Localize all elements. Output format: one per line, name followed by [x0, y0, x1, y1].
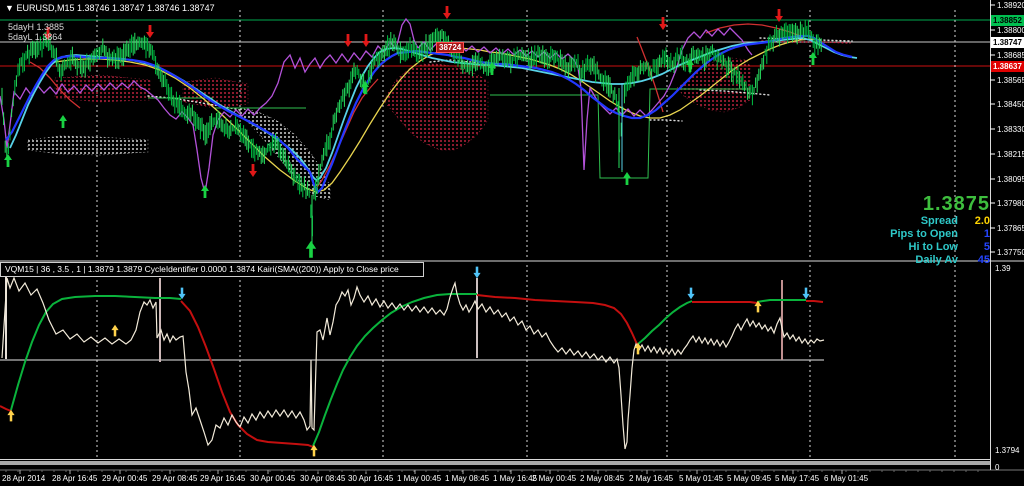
price-axis-label: 1.37750 — [997, 248, 1024, 257]
day-low-label: 5dayL 1.3864 — [8, 32, 63, 42]
time-axis-label: 1 May 08:45 — [445, 474, 490, 483]
chart-title-bar[interactable]: ▼ EURUSD,M15 1.38746 1.38747 1.38746 1.3… — [5, 3, 215, 13]
time-axis-label: 2 May 08:45 — [580, 474, 625, 483]
trade-counter-label: 38724 — [436, 42, 465, 53]
price-tag: 1.38852 — [991, 14, 1024, 26]
main-price-pane[interactable] — [0, 6, 990, 258]
time-axis-label: 1 May 00:45 — [397, 474, 442, 483]
info-row-hi-to-low: Hi to Low 5 — [908, 241, 991, 253]
time-axis-label: 1 May 16:45 — [493, 474, 538, 483]
time-axis-label: 5 May 09:45 — [727, 474, 772, 483]
info-row-pips-to-open: Pips to Open 1 — [890, 228, 990, 240]
time-axis-label: 28 Apr 2014 — [2, 474, 46, 483]
time-axis-label: 30 Apr 16:45 — [348, 474, 394, 483]
time-axis-label: 5 May 01:45 — [679, 474, 724, 483]
price-axis-label: 1.38330 — [997, 125, 1024, 134]
time-axis-label: 29 Apr 08:45 — [152, 474, 198, 483]
time-axis-label: 28 Apr 16:45 — [52, 474, 98, 483]
time-axis-label: 2 May 16:45 — [629, 474, 674, 483]
sub-axis-label: 1.3794 — [995, 446, 1020, 455]
price-axis-label: 1.38095 — [997, 175, 1024, 184]
symbol-ohlc-title: EURUSD,M15 1.38746 1.38747 1.38746 1.387… — [16, 3, 215, 13]
time-axis-label: 2 May 00:45 — [532, 474, 577, 483]
price-axis-label: 1.38920 — [997, 1, 1024, 10]
time-axis-label: 30 Apr 00:45 — [250, 474, 296, 483]
price-tag: 1.38747 — [991, 36, 1024, 48]
info-row-daily-av: Daily Av 45 — [915, 254, 990, 266]
indicator-header[interactable]: VQM15 | 36 , 3.5 , 1 | 1.3879 1.3879 Cyc… — [0, 262, 424, 277]
chart-frame-lines — [0, 0, 1024, 474]
day-high-label: 5dayH 1.3885 — [8, 22, 65, 32]
time-axis-label: 29 Apr 16:45 — [200, 474, 246, 483]
info-panel-price: 1.3875 — [922, 193, 990, 215]
price-axis-label: 1.38565 — [997, 76, 1024, 85]
price-tag: 1.38637 — [991, 60, 1024, 72]
time-axis-label: 6 May 01:45 — [824, 474, 869, 483]
indicator-subwindow-pane[interactable] — [0, 265, 956, 458]
time-axis-label: 29 Apr 00:45 — [102, 474, 148, 483]
sub-axis-label: 0 — [995, 463, 1000, 472]
info-row-spread: Spread 2.0 — [920, 215, 990, 227]
price-axis-label: 1.38685 — [997, 51, 1024, 60]
symbol-dropdown-arrow-icon[interactable]: ▼ — [5, 3, 14, 13]
price-axis-label: 1.37980 — [997, 199, 1024, 208]
price-axis-label: 1.38800 — [997, 26, 1024, 35]
price-axis-label: 1.38215 — [997, 150, 1024, 159]
price-axis-label: 1.37865 — [997, 224, 1024, 233]
price-axis-label: 1.38450 — [997, 100, 1024, 109]
time-axis-label: 5 May 17:45 — [775, 474, 820, 483]
sub-axis-label: 1.39 — [995, 264, 1011, 273]
time-axis-label: 30 Apr 08:45 — [300, 474, 346, 483]
